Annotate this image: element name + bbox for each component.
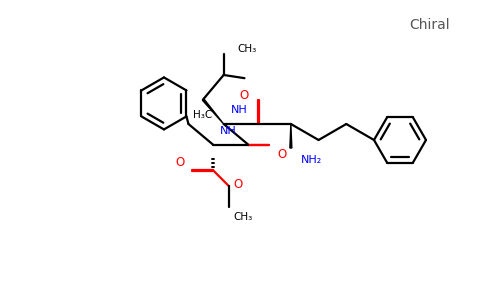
Text: O: O xyxy=(277,148,286,161)
Polygon shape xyxy=(290,124,292,148)
Text: NH₂: NH₂ xyxy=(301,155,322,165)
Text: CH₃: CH₃ xyxy=(238,44,257,54)
Text: O: O xyxy=(240,88,249,101)
Text: O: O xyxy=(233,178,242,191)
Text: NH: NH xyxy=(220,126,237,136)
Text: Chiral: Chiral xyxy=(409,18,450,32)
Text: O: O xyxy=(175,156,184,169)
Polygon shape xyxy=(202,99,224,124)
Text: H₃C: H₃C xyxy=(193,110,212,120)
Text: NH: NH xyxy=(231,105,248,115)
Text: CH₃: CH₃ xyxy=(233,212,252,222)
